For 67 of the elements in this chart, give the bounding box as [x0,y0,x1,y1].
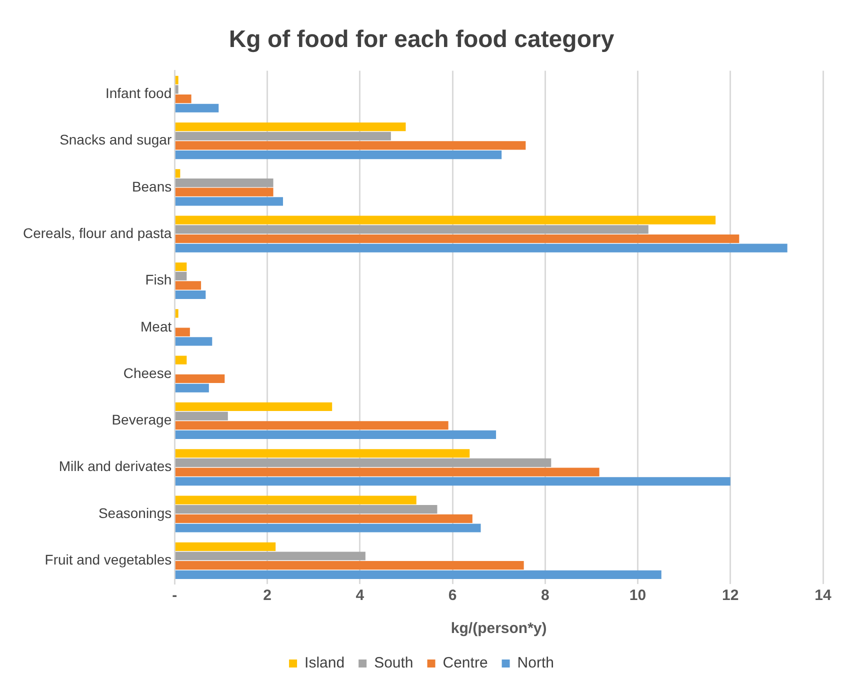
bar [175,281,202,290]
bar [175,188,274,196]
bar [175,94,192,104]
bar [175,412,228,420]
y-tick-label: Fruit and vegetables [44,552,172,568]
y-tick-label: Infant food [105,84,172,101]
y-tick-label: Snacks and sugar [60,132,172,148]
y-tick-label: Milk and derivates [58,458,172,474]
legend-label: Centre [442,654,488,672]
x-tick-label: 4 [356,587,365,604]
bar [175,150,502,160]
bar [175,76,178,84]
bar [175,122,406,132]
y-tick-label: Meat [140,318,172,334]
x-axis-title: kg/(person*y) [450,620,547,638]
bar [175,496,416,504]
y-tick-label: Beverage [112,412,172,428]
y-tick-label: Cereals, flour and pasta [23,224,172,241]
bar [175,561,524,570]
x-tick-label: 10 [629,587,646,604]
bar [175,374,225,384]
bar [175,234,740,244]
bar [175,169,180,178]
bar [175,216,716,224]
x-tick-label: 14 [814,587,832,604]
bar [175,225,648,234]
chart-title: Kg of food for each food category [228,26,615,54]
bar [175,570,662,579]
bar [175,524,481,532]
bar [175,384,209,392]
bar [175,244,788,252]
bar [175,458,552,467]
bar [175,272,187,280]
legend-label: North [517,654,554,672]
bar [175,430,496,439]
bar [175,505,438,514]
bar [175,552,366,560]
bar [175,85,178,94]
bar [175,197,284,206]
bar [175,309,178,318]
bar [175,421,448,430]
y-tick-label: Fish [145,272,172,288]
bar [175,290,206,300]
bar [175,477,730,486]
x-tick-label: 6 [448,587,457,604]
bar [175,337,212,346]
x-tick-label: 2 [263,587,272,604]
bar [175,178,274,188]
legend-label: Island [304,654,345,672]
y-tick-label: Seasonings [98,504,172,521]
y-tick-label: Beans [132,178,172,194]
legend-label: South [374,654,414,672]
bar [175,104,219,112]
bar [175,468,600,476]
x-tick-label: 12 [722,587,739,604]
bar [175,328,190,336]
bar [175,514,472,523]
bar [175,141,526,150]
bar [175,449,470,458]
bar [175,356,187,364]
bar [175,542,276,551]
bar [175,132,391,140]
bar [175,262,187,272]
x-tick-label: 8 [540,587,550,604]
y-tick-label: Cheese [123,364,172,381]
bar [175,402,332,412]
x-tick-label: - [172,587,178,604]
